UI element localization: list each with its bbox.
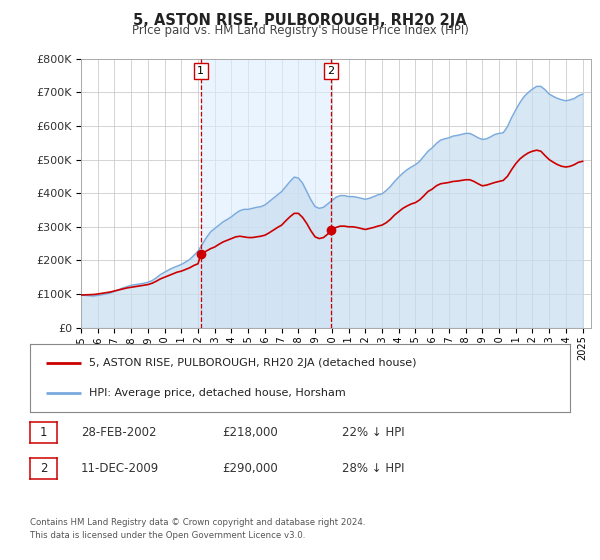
Bar — [201, 59, 331, 328]
Text: 2: 2 — [40, 462, 47, 475]
Text: 28% ↓ HPI: 28% ↓ HPI — [342, 462, 404, 475]
Text: 11-DEC-2009: 11-DEC-2009 — [81, 462, 159, 475]
Text: 5, ASTON RISE, PULBOROUGH, RH20 2JA (detached house): 5, ASTON RISE, PULBOROUGH, RH20 2JA (det… — [89, 357, 417, 367]
Text: 2: 2 — [327, 66, 334, 76]
Text: 1: 1 — [197, 66, 204, 76]
Text: 28-FEB-2002: 28-FEB-2002 — [81, 426, 157, 439]
Text: £290,000: £290,000 — [222, 462, 278, 475]
Text: £218,000: £218,000 — [222, 426, 278, 439]
Text: HPI: Average price, detached house, Horsham: HPI: Average price, detached house, Hors… — [89, 389, 346, 399]
Text: 22% ↓ HPI: 22% ↓ HPI — [342, 426, 404, 439]
Text: Price paid vs. HM Land Registry's House Price Index (HPI): Price paid vs. HM Land Registry's House … — [131, 24, 469, 37]
Text: 1: 1 — [40, 426, 47, 439]
Text: Contains HM Land Registry data © Crown copyright and database right 2024.: Contains HM Land Registry data © Crown c… — [30, 518, 365, 527]
Text: 5, ASTON RISE, PULBOROUGH, RH20 2JA: 5, ASTON RISE, PULBOROUGH, RH20 2JA — [133, 13, 467, 28]
Text: This data is licensed under the Open Government Licence v3.0.: This data is licensed under the Open Gov… — [30, 531, 305, 540]
